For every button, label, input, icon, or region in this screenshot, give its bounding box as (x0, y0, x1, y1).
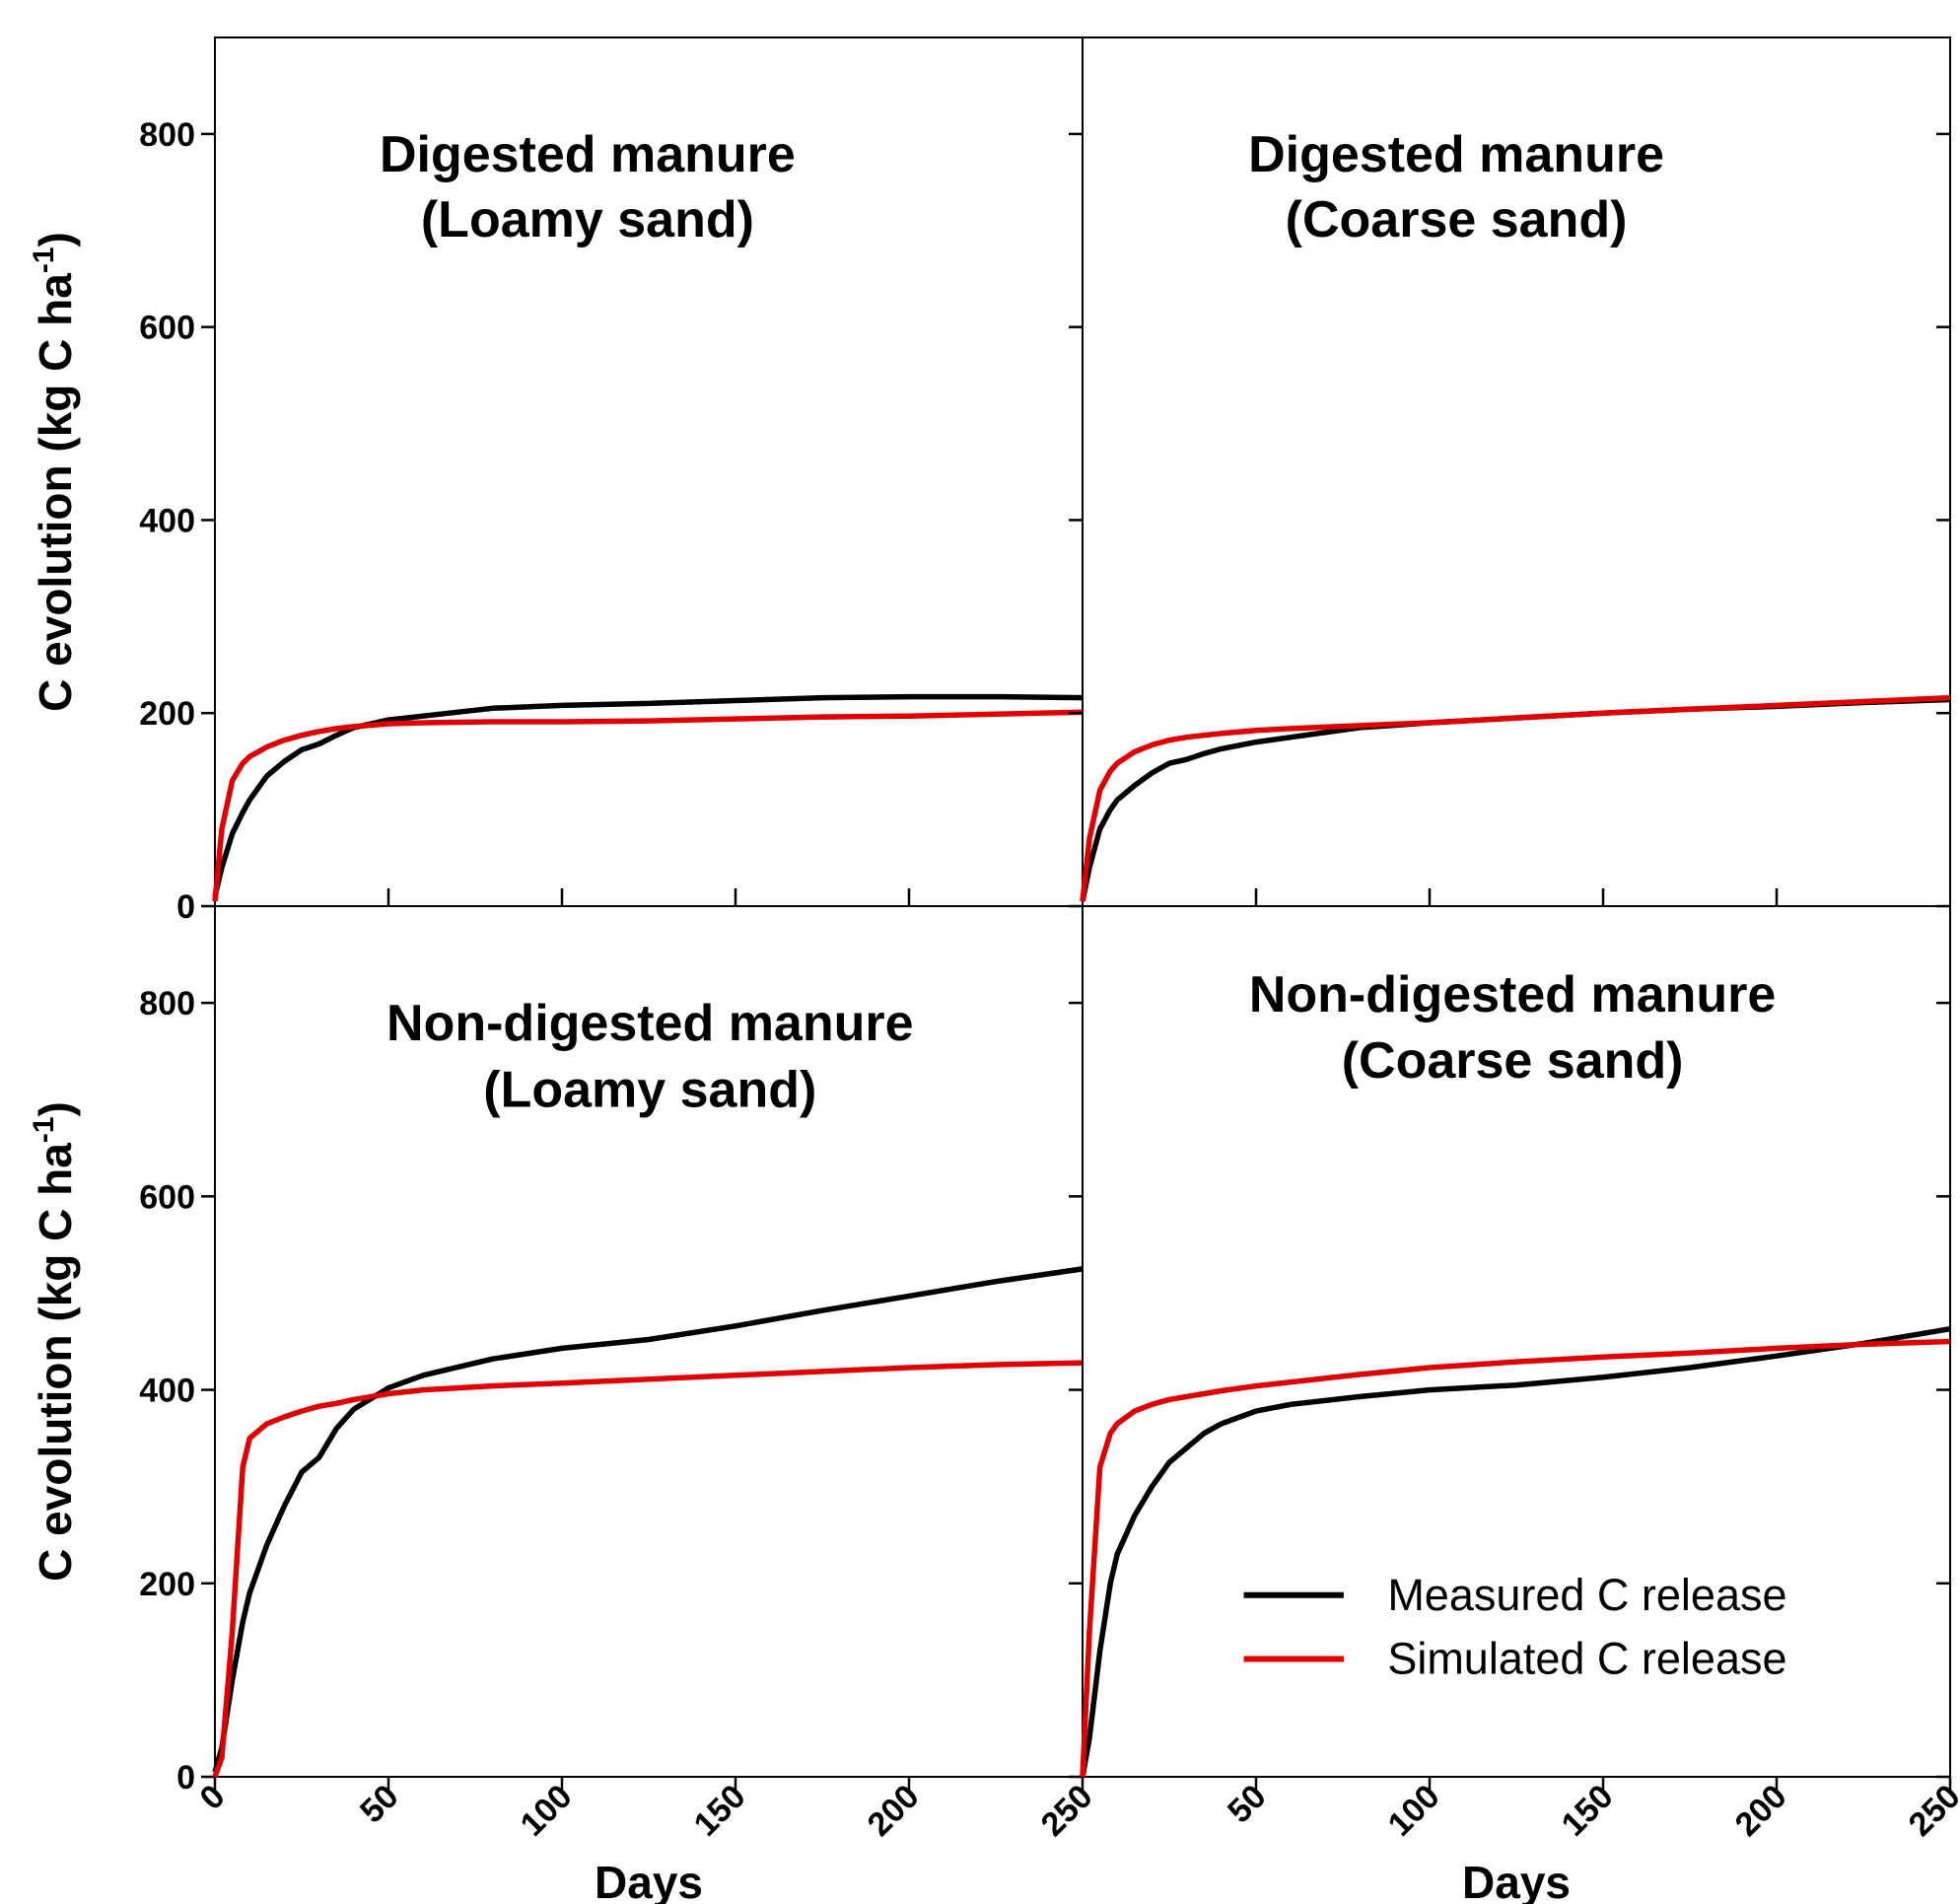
panel-title: (Loamy sand) (421, 191, 754, 248)
series-line (1080, 1338, 1951, 1778)
legend-label: Simulated C release (1387, 1633, 1786, 1683)
y-axis-label-text: C evolution (kg C ha (30, 1143, 81, 1582)
x-axis-label: Days (1462, 1857, 1571, 1904)
panel: 0 200 400 600 800 Digested manure (Loamy sand)… (28, 36, 1084, 926)
y-tick-label: 0 (176, 888, 195, 926)
x-tick-label: 250 (1034, 1778, 1100, 1844)
series-line (212, 1266, 1084, 1773)
x-tick-label: 100 (1381, 1778, 1447, 1844)
x-axis-label: Days (595, 1857, 703, 1904)
y-axis-label-end: ) (30, 232, 81, 247)
y-tick-label: 600 (139, 310, 195, 347)
y-tick-label: 800 (139, 116, 195, 154)
series-line (212, 1360, 1084, 1778)
y-tick-label: 200 (139, 1566, 195, 1603)
panel-title: Non-digested manure (1249, 966, 1777, 1023)
legend-label: Measured C release (1387, 1570, 1786, 1620)
y-axis-label-end: ) (30, 1101, 81, 1116)
y-axis-label: C evolution (kg C ha-1) (28, 232, 81, 712)
y-axis-label-sup: -1 (28, 1116, 60, 1143)
panel-title: Digested manure (1248, 126, 1664, 183)
x-tick-label: 0 (192, 1778, 232, 1817)
x-tick-label: 200 (1728, 1778, 1794, 1844)
x-tick-label: 150 (1555, 1778, 1621, 1844)
y-tick-label: 600 (139, 1178, 195, 1216)
x-tick-label: 50 (1221, 1778, 1274, 1831)
y-tick-label: 400 (139, 502, 195, 539)
panel-title: Digested manure (380, 126, 796, 183)
x-tick-label: 150 (687, 1778, 753, 1844)
x-tick-label: 200 (861, 1778, 927, 1844)
panel: Digested manure (Coarse sand) (1069, 36, 1951, 908)
y-tick-label: 0 (176, 1759, 195, 1797)
panel-title: (Coarse sand) (1286, 191, 1628, 248)
y-axis-label-sup: -1 (28, 247, 60, 273)
panel-title: (Loamy sand) (483, 1061, 816, 1118)
y-tick-label: 800 (139, 985, 195, 1023)
series-line (1080, 1325, 1951, 1778)
panel-title: (Coarse sand) (1342, 1032, 1684, 1090)
y-axis-label: C evolution (kg C ha-1) (28, 1101, 81, 1582)
series-line (212, 709, 1084, 902)
x-tick-label: 100 (514, 1778, 580, 1844)
series-line (1080, 694, 1951, 902)
y-axis-label-text: C evolution (kg C ha (30, 273, 81, 712)
panel-title: Non-digested manure (386, 995, 914, 1052)
panel: 0 200 400 600 800 0 50 100 150 200 250 Non-digested… (28, 905, 1100, 1904)
series-line (1080, 696, 1951, 902)
y-tick-label: 400 (139, 1373, 195, 1410)
y-tick-label: 200 (139, 695, 195, 733)
x-tick-label: 50 (353, 1778, 406, 1831)
